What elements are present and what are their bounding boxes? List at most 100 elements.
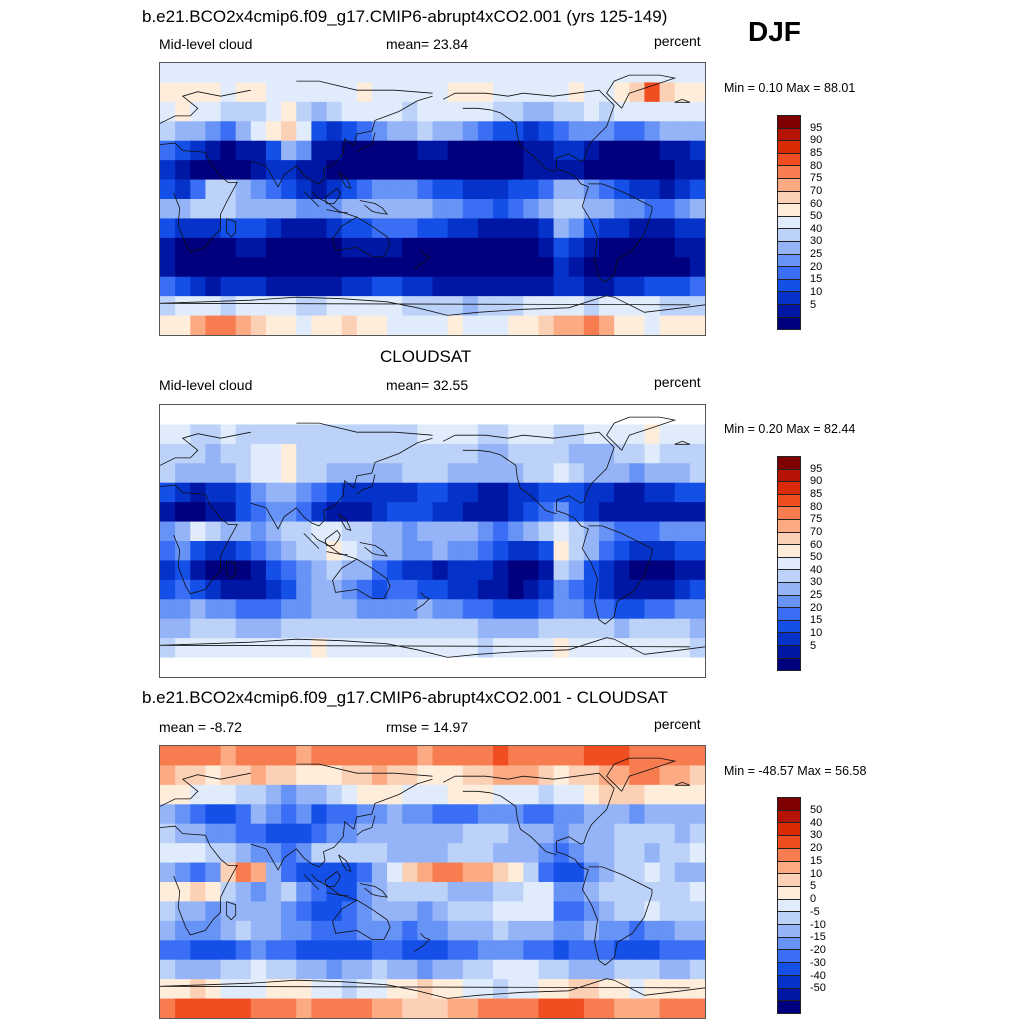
colorbar-label: 5 (810, 880, 817, 893)
field-cell (538, 746, 555, 767)
field-cell (371, 63, 388, 84)
field-cell (417, 179, 434, 200)
panel-1-contour (160, 63, 705, 335)
field-cell (674, 315, 691, 335)
field-cell (583, 541, 600, 562)
field-cell (689, 443, 705, 464)
field-cell (387, 218, 403, 239)
field-cell (508, 502, 524, 523)
panel-3-mean: mean = -8.72 (159, 719, 242, 735)
field-cell (538, 920, 555, 941)
field-cell (311, 502, 328, 523)
field-cell (629, 746, 646, 767)
field-cell (311, 940, 328, 961)
field-cell (341, 443, 358, 464)
field-cell (523, 257, 540, 278)
field-cell (311, 405, 328, 426)
field-cell (220, 765, 237, 786)
field-cell (583, 160, 600, 181)
field-cell (371, 804, 388, 825)
field-cell (614, 959, 630, 980)
field-cell (371, 463, 388, 484)
field-cell (402, 179, 418, 200)
field-cell (371, 882, 388, 903)
field-cell (250, 424, 267, 445)
field-cell (432, 979, 449, 1000)
field-cell (583, 443, 600, 464)
field-cell (523, 843, 540, 864)
field-cell (689, 521, 705, 542)
coastline (674, 98, 691, 103)
field-cell (583, 296, 600, 317)
field-cell (265, 657, 282, 677)
field-cell (235, 638, 252, 659)
field-cell (281, 560, 297, 581)
colorbar-swatch (778, 848, 800, 862)
field-cell (553, 638, 570, 659)
field-cell (462, 63, 479, 84)
field-cell (160, 199, 176, 220)
coastline (160, 978, 705, 999)
field-cell (674, 843, 691, 864)
field-cell (326, 257, 343, 278)
field-cell (220, 315, 237, 335)
field-cell (296, 121, 312, 142)
field-cell (387, 521, 403, 542)
field-cell (493, 121, 509, 142)
field-cell (583, 940, 600, 961)
coastline (326, 892, 348, 897)
field-cell (462, 920, 479, 941)
field-cell (553, 237, 570, 258)
field-cell (583, 746, 600, 767)
field-cell (599, 218, 615, 239)
field-cell (281, 579, 297, 600)
field-cell (462, 160, 479, 181)
field-cell (387, 443, 403, 464)
field-cell (614, 482, 630, 503)
field-cell (629, 82, 646, 103)
field-cell (326, 638, 343, 659)
coastline (338, 171, 352, 190)
field-cell (523, 959, 540, 980)
colorbar-swatch (778, 658, 800, 671)
field-cell (250, 804, 267, 825)
colorbar-swatch (778, 279, 800, 293)
colorbar-swatch (778, 254, 800, 268)
field-cell (356, 765, 373, 786)
field-cell (599, 862, 615, 883)
field-cell (265, 804, 282, 825)
field-cell (235, 121, 252, 142)
field-cell (265, 579, 282, 600)
field-cell (356, 199, 373, 220)
colorbar-label: -30 (810, 956, 826, 969)
field-cell (190, 579, 207, 600)
field-cell (659, 405, 676, 426)
field-cell (568, 579, 585, 600)
field-cell (371, 160, 388, 181)
field-cell (493, 959, 509, 980)
field-cell (462, 199, 479, 220)
field-cell (644, 862, 661, 883)
field-cell (296, 638, 312, 659)
field-cell (296, 463, 312, 484)
field-cell (235, 998, 252, 1018)
field-cell (281, 140, 297, 161)
panel-1-colorbar (777, 115, 801, 330)
field-cell (387, 940, 403, 961)
field-cell (417, 140, 434, 161)
field-cell (190, 979, 207, 1000)
field-cell (432, 804, 449, 825)
field-cell (477, 140, 494, 161)
field-cell (205, 63, 222, 84)
field-cell (508, 237, 524, 258)
field-cell (659, 257, 676, 278)
coastline (226, 560, 237, 580)
field-cell (356, 315, 373, 335)
field-cell (402, 101, 418, 122)
field-cell (220, 882, 237, 903)
field-cell (175, 599, 191, 620)
field-cell (447, 276, 464, 297)
coastline (442, 89, 653, 283)
field-cell (493, 296, 509, 317)
field-cell (250, 296, 267, 317)
